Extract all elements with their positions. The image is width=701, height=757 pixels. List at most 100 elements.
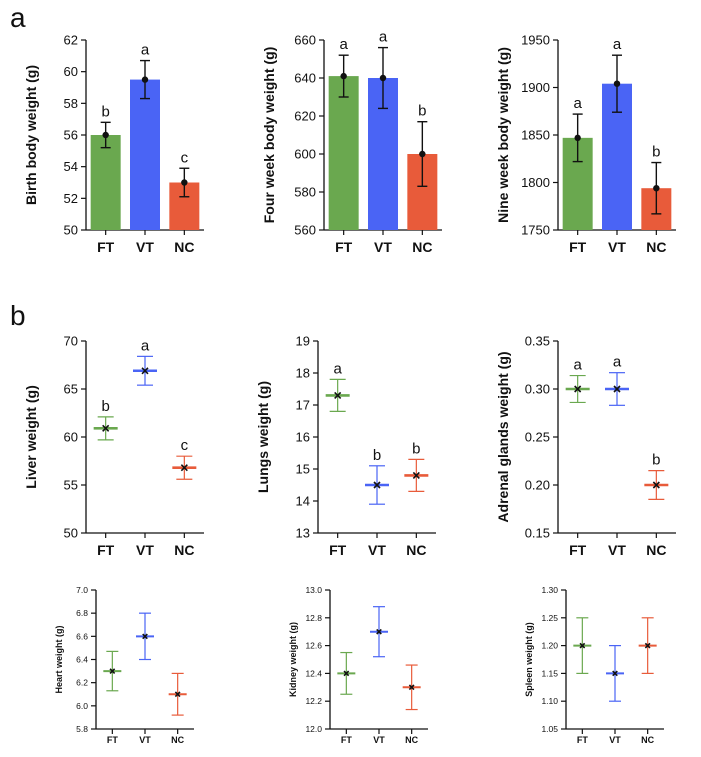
mean-marker <box>412 471 420 479</box>
y-tick-label: 7.0 <box>76 585 88 595</box>
y-tick-label: 6.6 <box>76 631 88 641</box>
y-tick-label: 17 <box>296 398 310 413</box>
y-tick-label: 12.0 <box>305 724 322 734</box>
mean-marker <box>180 464 188 472</box>
x-tick-label-vt: VT <box>139 735 151 745</box>
y-tick-label: 600 <box>294 147 316 162</box>
mean-marker <box>102 424 110 432</box>
x-tick-label-nc: NC <box>171 735 184 745</box>
y-tick-label: 1800 <box>521 175 550 190</box>
significance-letter: c <box>181 149 189 166</box>
y-tick-label: 12.2 <box>305 696 322 706</box>
x-tick-label-ft: FT <box>329 542 347 558</box>
panel-label-b: b <box>10 300 26 331</box>
y-tick-label: 6.0 <box>76 701 88 711</box>
y-tick-label: 6.8 <box>76 608 88 618</box>
y-tick-label: 1750 <box>521 223 550 238</box>
x-tick-label-vt: VT <box>608 542 626 558</box>
bar-ft <box>90 135 121 230</box>
significance-letter: b <box>373 447 381 464</box>
mean-point <box>379 74 387 82</box>
significance-letter: a <box>141 337 150 354</box>
y-tick-label: 12.6 <box>305 641 322 651</box>
mean-marker <box>644 642 651 649</box>
y-axis-label: Birth body weight (g) <box>23 65 39 205</box>
x-tick-label-nc: NC <box>412 239 432 255</box>
y-tick-label: 620 <box>294 109 316 124</box>
bar-ft <box>328 76 359 230</box>
y-tick-label: 1.30 <box>541 585 558 595</box>
y-tick-label: 660 <box>294 33 316 48</box>
y-tick-label: 12.8 <box>305 613 322 623</box>
y-tick-label: 52 <box>64 191 78 206</box>
y-axis-label: Lungs weight (g) <box>255 381 271 493</box>
mean-point <box>419 150 426 158</box>
chart-7: 12.0 12.2 12.4 12.6 12.8 13.0 Kidney weight (g… <box>288 585 428 745</box>
y-tick-label: 1.25 <box>541 613 558 623</box>
significance-letter: c <box>181 437 189 454</box>
x-tick-label-vt: VT <box>374 239 392 255</box>
y-tick-label: 50 <box>64 526 78 541</box>
significance-letter: b <box>418 103 426 120</box>
mean-point <box>141 76 149 83</box>
y-tick-label: 13 <box>296 526 310 541</box>
y-tick-label: 0.35 <box>525 334 550 349</box>
y-tick-label: 0.20 <box>525 478 550 493</box>
y-tick-label: 62 <box>64 33 78 48</box>
mean-marker <box>343 670 350 677</box>
mean-point <box>181 179 188 186</box>
x-tick-label-nc: NC <box>641 735 654 745</box>
x-tick-label-nc: NC <box>406 542 426 558</box>
y-axis-label: Spleen weight (g) <box>524 622 534 697</box>
y-tick-label: 18 <box>296 366 310 381</box>
x-tick-label-ft: FT <box>107 735 118 745</box>
y-tick-label: 58 <box>64 96 78 111</box>
y-tick-label: 0.25 <box>525 430 550 445</box>
mean-marker <box>612 670 618 677</box>
mean-point <box>574 134 581 142</box>
x-tick-label-nc: NC <box>174 542 194 558</box>
y-tick-label: 16 <box>296 430 310 445</box>
mean-marker <box>408 684 415 691</box>
chart-6: 5.8 6.0 6.2 6.4 6.6 6.8 7.0 Heart weight (g) FT V… <box>54 585 194 745</box>
x-tick-label-ft: FT <box>569 239 587 255</box>
chart-3: 50 55 60 65 70 Liver weight (g) FT b VT a NC c <box>23 334 204 558</box>
mean-point <box>613 80 621 87</box>
x-tick-label-ft: FT <box>97 542 115 558</box>
y-axis-label: Liver weight (g) <box>23 385 39 488</box>
y-tick-label: 70 <box>64 334 78 349</box>
significance-letter: a <box>141 42 150 59</box>
y-tick-label: 6.2 <box>76 678 88 688</box>
y-tick-label: 580 <box>294 185 316 200</box>
y-axis-label: Adrenal glands weight (g) <box>495 351 511 522</box>
x-tick-label-nc: NC <box>405 735 418 745</box>
y-tick-label: 560 <box>294 223 316 238</box>
chart-8: 1.05 1.10 1.15 1.20 1.25 1.30 Spleen weight (g… <box>524 585 664 745</box>
y-tick-label: 14 <box>296 494 310 509</box>
significance-letter: b <box>412 440 420 457</box>
y-axis-label: Heart weight (g) <box>54 625 64 693</box>
significance-letter: a <box>573 357 582 374</box>
x-tick-label-vt: VT <box>368 542 386 558</box>
x-tick-label-vt: VT <box>136 542 154 558</box>
mean-point <box>340 72 347 80</box>
x-tick-label-vt: VT <box>609 735 621 745</box>
chart-0: 50 52 54 56 58 60 62 Birth body weight (g) FT b VT… <box>23 33 204 255</box>
y-axis-label: Nine week body weight (g) <box>495 47 511 223</box>
y-tick-label: 1850 <box>521 128 550 143</box>
x-tick-label-nc: NC <box>646 542 666 558</box>
x-tick-label-vt: VT <box>608 239 626 255</box>
mean-marker <box>376 628 382 635</box>
y-tick-label: 13.0 <box>305 585 322 595</box>
chart-4: 13 14 15 16 17 18 19 Lungs weight (g) FT a VT b NC b <box>255 334 436 558</box>
y-tick-label: 60 <box>64 64 78 79</box>
y-tick-label: 15 <box>296 462 310 477</box>
y-tick-label: 5.8 <box>76 724 88 734</box>
y-tick-label: 1.20 <box>541 641 558 651</box>
significance-letter: a <box>333 360 342 377</box>
mean-marker <box>373 481 381 489</box>
significance-letter: b <box>101 398 109 415</box>
mean-marker <box>613 385 621 393</box>
significance-letter: b <box>101 103 109 120</box>
